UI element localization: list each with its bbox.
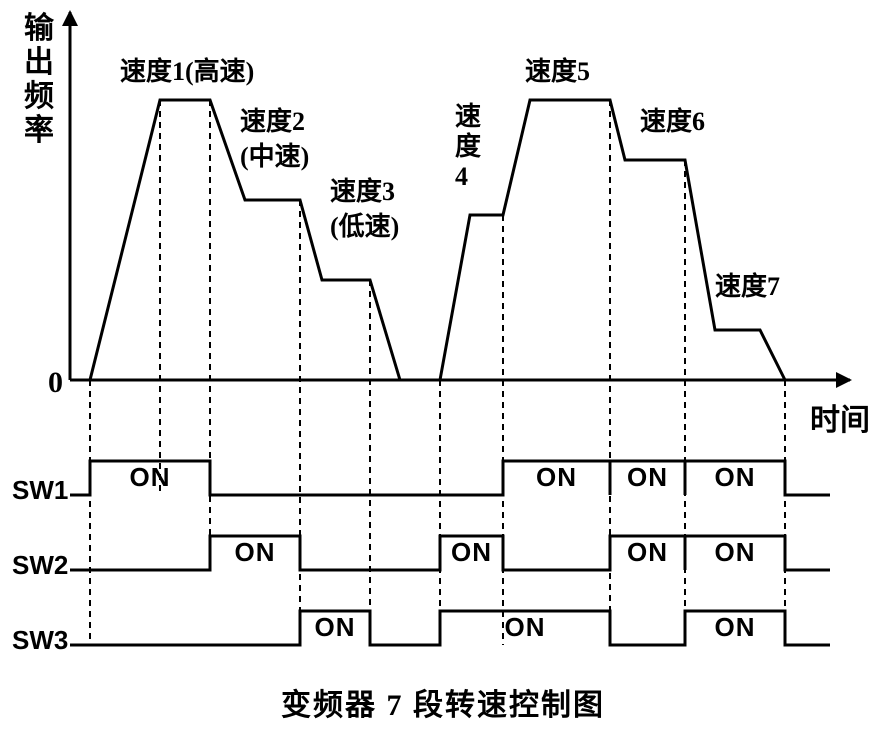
on-label: ON <box>715 612 756 642</box>
speed-label: 速度6 <box>640 106 705 136</box>
on-label: ON <box>715 462 756 492</box>
switch-timing: SW1 ON ON ON ON SW2 ON ON ON ON SW3 ON ON ON <box>12 461 830 655</box>
on-label: ON <box>235 537 276 567</box>
speed-label: (低速) <box>330 212 399 241</box>
on-label: ON <box>715 537 756 567</box>
speed-label: 速度1(高速) <box>120 56 254 86</box>
speed-label: 速度7 <box>715 271 780 301</box>
speed-labels: 速度1(高速) 速度2 (中速) 速度3 (低速) 速度4 速度5 速度6 速度7 <box>120 56 780 301</box>
y-axis-label: 输出频率 <box>24 12 55 147</box>
x-axis-label: 时间 <box>810 404 870 437</box>
svg-text:频: 频 <box>24 80 54 113</box>
speed-label: 度 <box>455 131 481 161</box>
speed-label: 4 <box>455 162 468 191</box>
switch-label: SW1 <box>12 475 68 505</box>
speed-label: 速度2 <box>240 106 305 136</box>
on-label: ON <box>315 612 356 642</box>
on-label: ON <box>130 462 171 492</box>
inverter-7-speed-diagram: 输出频率 时间 0 速度1(高速) 速度2 (中速) 速度3 (低速) 速度4 速度5 速度6… <box>0 0 887 746</box>
speed-label: 速度5 <box>525 56 590 86</box>
svg-text:率: 率 <box>24 114 54 147</box>
on-label: ON <box>536 462 577 492</box>
speed-label: 速 <box>455 102 481 131</box>
figure-title: 变频器 7 段转速控制图 <box>281 688 605 722</box>
on-label: ON <box>505 612 546 642</box>
on-label: ON <box>627 537 668 567</box>
frequency-waveform <box>90 100 785 380</box>
switch-label: SW2 <box>12 550 68 580</box>
zero-label: 0 <box>48 366 63 399</box>
switch-label: SW3 <box>12 625 68 655</box>
svg-text:输: 输 <box>24 12 55 45</box>
speed-label: (中速) <box>240 142 309 171</box>
guide-lines <box>90 100 785 645</box>
on-label: ON <box>451 537 492 567</box>
svg-text:出: 出 <box>24 46 54 79</box>
speed-label: 速度3 <box>330 176 395 206</box>
on-label: ON <box>627 462 668 492</box>
